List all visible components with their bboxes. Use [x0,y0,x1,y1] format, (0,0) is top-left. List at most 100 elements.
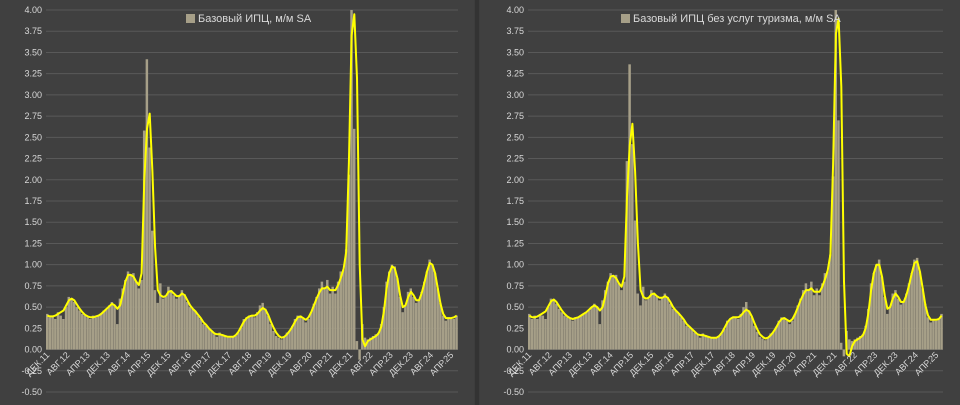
bar [433,273,437,350]
bar [593,303,596,350]
bar [293,318,297,350]
bar [867,308,870,350]
bar [323,288,326,350]
bar [180,290,184,350]
bar [894,290,897,350]
bar [105,308,108,350]
bar [872,273,875,350]
bar [663,293,667,350]
bar [536,318,539,350]
bar [913,259,916,350]
bar [896,298,900,350]
bar [301,318,305,350]
bar [818,295,821,350]
bar [812,295,816,350]
bar [606,281,610,350]
bar [54,318,57,350]
bar [379,324,383,350]
chart-panel-left: -0.50 -0.25 0.00 0.25 0.50 0.75 1.00 1.25 1.50 1.… [0,0,474,405]
bar [582,313,585,350]
bar [877,259,881,350]
bar [603,290,607,350]
bar [56,312,60,350]
bar [731,317,734,350]
bar [167,286,170,350]
bar [744,302,748,350]
bar [86,317,89,350]
bar [717,336,721,350]
bar [926,317,930,350]
bar [769,333,772,350]
bar [940,313,943,350]
bar [924,303,927,350]
bar [62,318,65,350]
bar [696,335,699,350]
bar [774,326,778,350]
y-tick-label: -0.50 [21,387,42,397]
bar [932,318,935,350]
bar [758,336,762,350]
bar [48,317,52,350]
legend-swatch [186,14,195,23]
bar [609,273,612,350]
bar [644,300,648,350]
bar [99,313,103,350]
legend-label: Базовый ИПЦ, м/м SA [198,13,312,25]
bar [766,337,770,350]
bar [723,329,726,350]
bar [677,313,680,350]
bar [685,325,688,350]
bar [358,349,361,360]
bar [385,281,388,350]
y-tick-label: 0.75 [506,281,524,291]
y-tick-label: 3.75 [24,26,42,36]
bar [742,307,745,350]
bar [447,317,450,350]
bar [420,291,423,350]
bar [796,305,800,350]
bar [837,120,840,350]
bar [864,325,867,350]
bar [631,144,634,350]
bar [239,327,243,350]
bar [449,318,453,350]
bar [258,305,262,350]
bar [452,318,456,350]
bar [639,305,642,350]
bar [552,300,555,350]
bar [46,313,49,350]
bar [132,273,135,350]
bar [910,273,913,350]
bar [455,315,458,350]
bar [212,334,216,350]
bar [126,271,130,350]
bar [223,335,227,350]
bar [67,296,71,350]
bar [326,279,329,350]
bar [417,300,421,350]
bar [371,335,375,350]
bar [110,302,114,350]
bar [856,337,859,350]
bar [574,317,577,350]
bar [315,296,318,350]
bar [172,295,176,350]
bar [709,338,713,350]
y-tick-label: 2.25 [24,154,42,164]
bar [747,310,751,350]
bar [788,324,791,350]
bar [671,308,675,350]
bar [698,337,702,350]
y-tick-label: 1.75 [24,196,42,206]
bar [390,264,394,350]
bar [921,288,924,350]
bar [444,320,448,350]
bar [309,312,313,350]
bar [761,338,764,350]
bar [439,302,442,350]
bar [291,325,294,350]
bar [59,315,62,350]
bar [245,317,248,350]
y-tick-label: -0.25 [503,366,524,376]
bar [612,276,615,350]
